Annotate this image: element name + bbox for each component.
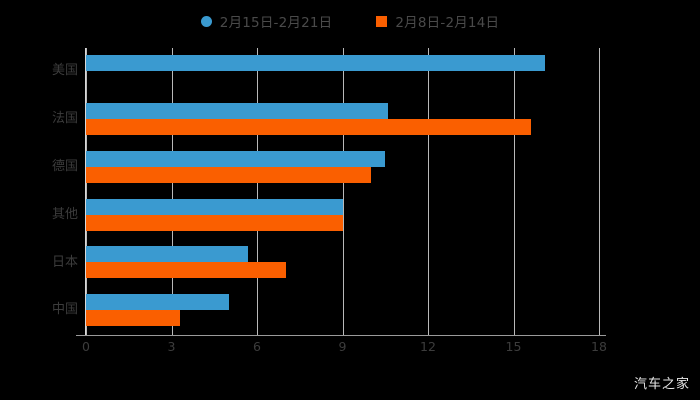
x-tick-label-0: 0 (82, 339, 90, 354)
bar-5-series-1[interactable] (86, 310, 181, 327)
x-tick-label-3: 3 (167, 339, 176, 354)
legend-label-series-1: 2月15日-2月21日 (219, 15, 333, 31)
bar-group-4 (86, 239, 599, 287)
bar-0-series-0[interactable] (86, 55, 545, 71)
y-axis-label-2: 德国 (51, 159, 78, 174)
square-marker-icon (376, 15, 388, 27)
bar-1-series-1[interactable] (86, 118, 531, 135)
y-axis-label-4: 日本 (51, 255, 78, 270)
x-tick-label-6: 6 (253, 339, 261, 354)
gridline-3 (171, 48, 173, 335)
bar-group-1 (86, 96, 599, 144)
x-tick-label-15: 15 (505, 339, 522, 354)
y-axis-label-0: 美国 (51, 63, 78, 78)
y-axis-category-labels: 美国 法国 德国 其他 日本 中国 (8, 48, 78, 335)
plot-area (85, 48, 600, 335)
circle-marker-icon (200, 15, 212, 27)
watermark: 汽车之家 (633, 377, 690, 392)
bar-5-series-0[interactable] (86, 294, 229, 311)
chart-legend: 2月15日-2月21日 2月8日-2月14日 (0, 8, 700, 34)
legend-label-series-2: 2月8日-2月14日 (395, 15, 500, 31)
bar-group-0 (86, 48, 599, 96)
y-axis-label-5: 中国 (51, 302, 78, 317)
bar-2-series-0[interactable] (86, 150, 386, 167)
gridline-9 (342, 48, 344, 335)
bar-1-series-0[interactable] (86, 102, 389, 119)
x-axis-tick-labels: 0 3 6 9 12 15 18 (82, 339, 607, 359)
gridline-0 (86, 48, 87, 335)
bar-2-series-1[interactable] (86, 166, 371, 183)
x-tick-label-18: 18 (591, 339, 607, 354)
y-axis-label-3: 其他 (51, 207, 78, 222)
bar-group-2 (86, 144, 599, 192)
bar-3-series-1[interactable] (86, 214, 343, 231)
bar-4-series-1[interactable] (86, 262, 286, 279)
bar-group-3 (86, 192, 599, 240)
gridline-6 (257, 48, 258, 335)
gridline-18 (599, 48, 600, 335)
x-tick-label-9: 9 (338, 339, 347, 354)
bar-group-5 (86, 287, 599, 335)
x-tick-label-12: 12 (420, 339, 436, 354)
y-axis-label-1: 法国 (51, 111, 78, 126)
gridline-12 (428, 48, 429, 335)
bar-4-series-0[interactable] (86, 246, 249, 263)
x-axis-line (76, 335, 606, 336)
legend-item-series-1[interactable]: 2月15日-2月21日 (200, 11, 333, 31)
gridline-15 (513, 48, 515, 335)
y-axis-line (85, 48, 86, 335)
bar-3-series-0[interactable] (86, 198, 343, 215)
legend-item-series-2[interactable]: 2月8日-2月14日 (376, 11, 499, 31)
